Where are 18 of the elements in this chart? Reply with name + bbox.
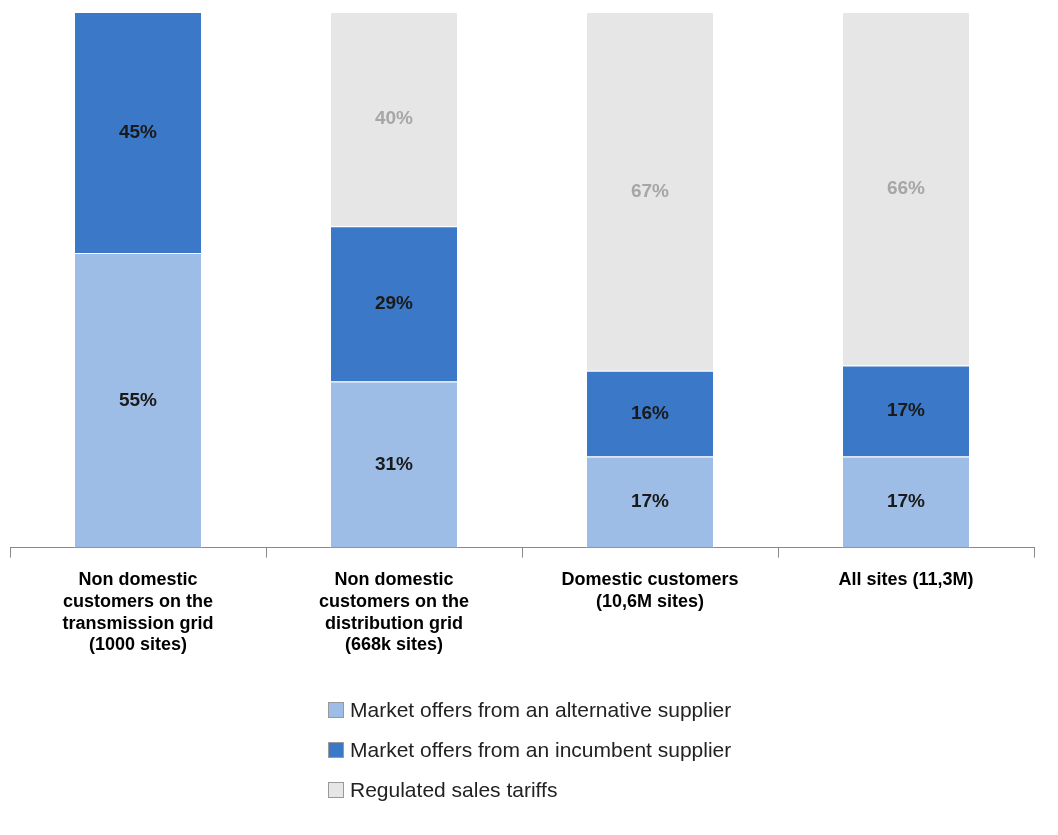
data-label: 67% bbox=[630, 179, 670, 201]
data-label: 29% bbox=[374, 292, 414, 314]
data-label: 17% bbox=[886, 490, 926, 512]
data-label: 17% bbox=[886, 399, 926, 421]
x-tick-label: Domestic customers (10,6M sites) bbox=[561, 569, 739, 611]
legend-label: Market offers from an alternative supplier bbox=[350, 698, 732, 722]
legend-label: Regulated sales tariffs bbox=[350, 778, 558, 802]
x-tick-label: Non domestic customers on the distribution grid (668k sites) bbox=[318, 569, 470, 655]
data-label: 40% bbox=[374, 107, 414, 129]
legend-label: Market offers from an incumbent supplier bbox=[350, 738, 732, 762]
data-label: 31% bbox=[374, 452, 414, 474]
x-tick-label: Non domestic customers on the transmission grid (1000 sites) bbox=[62, 569, 214, 655]
x-tick-label: All sites (11,3M) bbox=[838, 569, 974, 590]
data-label: 66% bbox=[886, 176, 926, 198]
data-label: 55% bbox=[118, 388, 158, 410]
data-label: 16% bbox=[630, 401, 670, 423]
data-label: 45% bbox=[118, 120, 158, 142]
data-label: 17% bbox=[630, 490, 670, 512]
